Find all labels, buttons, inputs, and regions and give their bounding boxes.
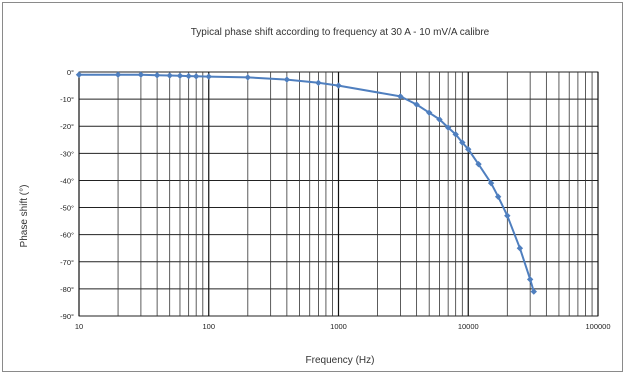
- data-point: [475, 160, 482, 168]
- data-point: [205, 73, 212, 80]
- y-tick-label: -80°: [60, 285, 74, 294]
- data-point: [465, 146, 472, 153]
- data-point: [459, 139, 466, 146]
- data-point: [166, 72, 173, 79]
- y-tick-label: -30°: [60, 149, 74, 158]
- x-tick-label: 10: [75, 322, 83, 331]
- y-tick-label: -90°: [60, 312, 74, 321]
- data-point: [75, 71, 83, 78]
- data-point: [425, 109, 433, 116]
- data-point: [114, 71, 122, 78]
- chart-title: Typical phase shift according to frequen…: [191, 27, 490, 38]
- x-tick-label: 10000: [458, 322, 479, 331]
- data-point: [444, 124, 452, 131]
- y-tick-label: -60°: [60, 231, 74, 240]
- data-point: [452, 131, 459, 138]
- y-tick-label: -40°: [60, 176, 74, 185]
- y-tick-label: -50°: [60, 204, 74, 213]
- data-point: [487, 179, 495, 187]
- x-tick-label: 1000: [330, 322, 347, 331]
- data-point: [176, 72, 184, 79]
- y-axis-title: Phase shift (°): [19, 185, 30, 248]
- x-tick-label: 100000: [585, 322, 610, 331]
- data-point: [153, 72, 161, 79]
- data-point: [436, 116, 443, 123]
- data-point: [516, 245, 524, 252]
- y-tick-label: -10°: [60, 95, 74, 104]
- data-point: [504, 212, 511, 219]
- series-line: [79, 73, 535, 292]
- data-point: [526, 276, 534, 283]
- data-point: [185, 72, 192, 80]
- y-tick-label: -70°: [60, 258, 74, 267]
- data-point: [397, 93, 404, 100]
- x-axis-title: Frequency (Hz): [306, 355, 375, 366]
- data-point: [137, 71, 145, 78]
- y-tick-label: -20°: [60, 122, 74, 131]
- x-tick-label: 100: [202, 322, 215, 331]
- data-point: [530, 288, 537, 295]
- data-point: [315, 79, 322, 87]
- data-point: [335, 82, 342, 89]
- plot-area: 0°-10°-20°-30°-40°-50°-60°-70°-80°-90°10…: [60, 68, 610, 331]
- y-tick-label: 0°: [67, 68, 74, 77]
- data-point: [244, 74, 252, 81]
- data-point: [283, 76, 291, 83]
- data-point: [192, 73, 200, 80]
- data-point: [494, 193, 502, 200]
- data-point: [413, 101, 420, 108]
